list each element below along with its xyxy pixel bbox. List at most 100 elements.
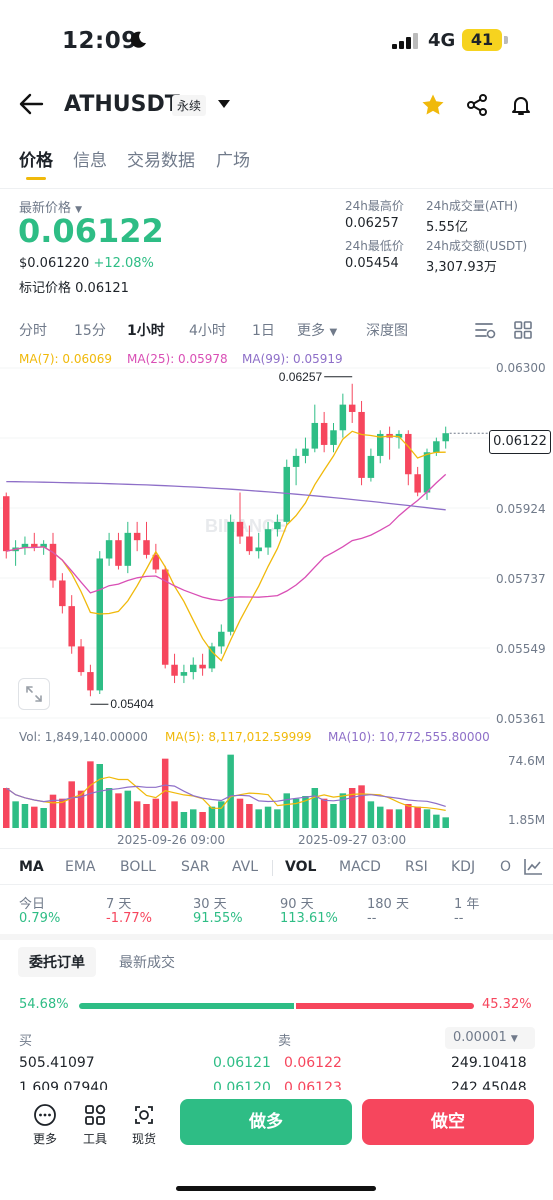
volume-bar-down: [320, 798, 328, 828]
active-tab-underline: [26, 177, 46, 180]
long-button[interactable]: 做多: [180, 1099, 352, 1145]
indicator-ema[interactable]: EMA: [65, 859, 96, 875]
tf-1d[interactable]: 1日: [252, 323, 275, 339]
tab-trading-data[interactable]: 交易数据: [127, 151, 195, 171]
short-button[interactable]: 做空: [362, 1099, 534, 1145]
tf-15m[interactable]: 15分: [74, 323, 106, 339]
expand-chart-button[interactable]: [18, 678, 50, 710]
volume-bar-up: [283, 793, 290, 828]
grid-layout-icon[interactable]: [514, 321, 532, 339]
volume-chart: [3, 754, 449, 828]
candle-up: [423, 452, 431, 493]
section-gap: [0, 934, 553, 940]
tools-label: 工具: [82, 1132, 107, 1146]
tab-square[interactable]: 广场: [216, 151, 250, 171]
tf-depth[interactable]: 深度图: [366, 323, 408, 339]
candle-up: [330, 430, 337, 445]
candle-down: [77, 646, 85, 673]
spot-button[interactable]: 现货: [127, 1103, 161, 1147]
perf-90d-label: 90 天: [280, 897, 314, 912]
indicator-separator: [272, 860, 273, 876]
indicator-more[interactable]: O: [500, 859, 512, 875]
latest-price-label[interactable]: 最新价格 ▼: [19, 201, 83, 216]
candle-down: [59, 580, 66, 607]
vol-24h-value: 5.55亿: [426, 220, 468, 235]
candle-up: [264, 529, 272, 548]
share-icon[interactable]: [465, 93, 489, 117]
latest-price-value: 0.06122: [18, 212, 164, 250]
indicator-kdj[interactable]: KDJ: [451, 859, 476, 875]
buy-ratio-bar: [79, 1003, 294, 1009]
ma25-line: [6, 473, 447, 602]
tab-price[interactable]: 价格: [19, 151, 53, 171]
bid-price[interactable]: 0.06121: [213, 1055, 271, 1071]
volume-bar-up: [124, 790, 132, 828]
tools-button[interactable]: 工具: [78, 1103, 112, 1147]
chart-settings-icon[interactable]: [474, 321, 496, 339]
candle-down: [246, 536, 253, 552]
time-axis-label: 2025-09-26 09:00: [117, 833, 226, 847]
volume-bar-up: [264, 806, 272, 828]
perf-90d-value: 113.61%: [280, 911, 338, 926]
more-button[interactable]: 更多: [28, 1103, 62, 1147]
volume-bar-up: [96, 764, 103, 828]
indicator-ma[interactable]: MA: [19, 859, 44, 875]
candle-up: [40, 543, 47, 548]
volume-bar-up: [395, 809, 403, 828]
back-arrow-icon[interactable]: [18, 92, 44, 116]
perf-180d-value: --: [367, 911, 377, 926]
indicator-sar[interactable]: SAR: [181, 859, 210, 875]
tf-4h[interactable]: 4小时: [189, 323, 226, 339]
battery-indicator: 41: [462, 29, 502, 51]
star-icon[interactable]: [421, 93, 445, 117]
volume-bar-down: [3, 788, 10, 828]
time-axis-label: 2025-09-27 03:00: [298, 833, 407, 847]
price-axis-label: 0.05924: [496, 502, 546, 516]
tf-time-sharing[interactable]: 分时: [19, 323, 47, 339]
volume-bar-up: [21, 804, 29, 828]
symbol-title[interactable]: ATHUSDT: [64, 92, 180, 117]
caret-down-icon[interactable]: [217, 99, 231, 109]
indicator-boll[interactable]: BOLL: [120, 859, 156, 875]
tf-more[interactable]: 更多 ▼: [297, 323, 338, 339]
low-24h-value: 0.05454: [345, 256, 399, 271]
volume-bar-down: [133, 801, 141, 828]
perf-1y-label: 1 年: [454, 897, 480, 912]
ask-price[interactable]: 0.06122: [284, 1055, 342, 1071]
current-price-tag: 0.06122: [489, 430, 551, 454]
tab-recent-trades[interactable]: 最新成交: [119, 955, 175, 971]
tab-order-book[interactable]: 委托订单: [18, 947, 96, 977]
candle-down: [152, 554, 160, 570]
candle-up: [208, 646, 216, 669]
candle-up: [218, 631, 225, 647]
indicator-avl[interactable]: AVL: [232, 859, 259, 875]
volume-bar-down: [31, 806, 38, 828]
volume-bar-down: [358, 785, 365, 828]
volume-bar-down: [246, 804, 253, 828]
volume-bar-down: [161, 758, 169, 828]
volume-bar-down: [405, 804, 412, 828]
tab-info[interactable]: 信息: [73, 151, 107, 171]
ask-quantity: 249.10418: [451, 1055, 527, 1071]
volume-bar-up: [180, 812, 188, 828]
signal-icon: [392, 33, 418, 49]
candle-down: [133, 532, 141, 541]
indicator-macd[interactable]: MACD: [339, 859, 381, 875]
indicator-vol[interactable]: VOL: [285, 859, 317, 875]
bell-icon[interactable]: [509, 93, 533, 117]
precision-select[interactable]: 0.00001 ▼: [445, 1027, 535, 1049]
tf-1h[interactable]: 1小时: [127, 323, 165, 339]
volume-bar-down: [68, 781, 75, 828]
volume-bar-down: [348, 788, 356, 828]
status-time: 12:09: [62, 28, 138, 54]
price-usd: $0.061220 +12.08%: [19, 256, 154, 271]
indicator-chart-icon[interactable]: [523, 858, 543, 876]
ma99-line: [6, 480, 446, 511]
spot-exchange-icon: [135, 1106, 153, 1124]
candle-up: [302, 448, 309, 456]
low-marker-label: 0.05404: [110, 697, 154, 711]
indicator-rsi[interactable]: RSI: [405, 859, 428, 875]
candle-up: [395, 433, 403, 438]
volume-bar-down: [115, 793, 122, 828]
